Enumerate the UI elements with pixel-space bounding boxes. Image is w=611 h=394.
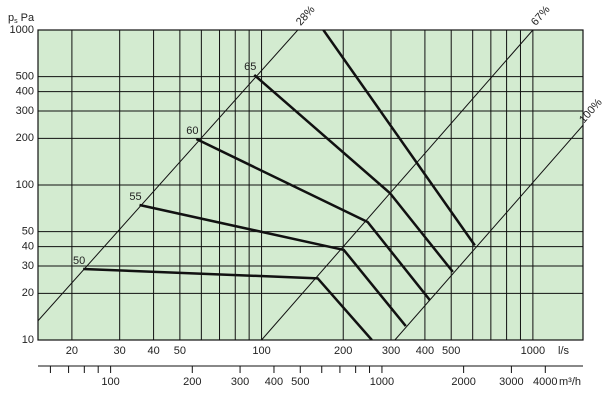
speed-curve bbox=[83, 267, 373, 340]
speed-curve bbox=[139, 203, 407, 327]
y-tick-label: 1000 bbox=[10, 24, 34, 36]
y-tick-label: 10 bbox=[22, 334, 34, 346]
x-tick-label: 40 bbox=[147, 345, 159, 357]
y-tick-label: 40 bbox=[22, 241, 34, 253]
system-line bbox=[38, 30, 299, 322]
x2-tick-label: 3000 bbox=[499, 376, 523, 388]
x-tick-label: 30 bbox=[114, 345, 126, 357]
x-tick-label: 20 bbox=[66, 345, 78, 357]
y-tick-label: 100 bbox=[16, 179, 34, 191]
x-tick-label: 50 bbox=[174, 345, 186, 357]
x-tick-label: 300 bbox=[382, 345, 400, 357]
system-line-label: 67% bbox=[529, 4, 553, 29]
x2-tick-label: 400 bbox=[265, 376, 283, 388]
x-tick-label: 400 bbox=[416, 345, 434, 357]
speed-curve bbox=[322, 30, 476, 247]
y-tick-label: 500 bbox=[16, 71, 34, 83]
x-axis-unit: l/s bbox=[558, 345, 570, 357]
curve-label: 50 bbox=[73, 255, 85, 267]
x2-tick-label: 2000 bbox=[451, 376, 475, 388]
x-tick-label: 200 bbox=[334, 345, 352, 357]
x-tick-label: 500 bbox=[442, 345, 460, 357]
x2-tick-label: 200 bbox=[183, 376, 201, 388]
x2-axis-unit: m³/h bbox=[559, 376, 581, 388]
y-tick-label: 200 bbox=[16, 132, 34, 144]
speed-curve bbox=[253, 73, 454, 273]
y-tick-label: 20 bbox=[22, 287, 34, 299]
curve-label: 65 bbox=[244, 61, 256, 73]
y-tick-label: 400 bbox=[16, 86, 34, 98]
x2-tick-label: 100 bbox=[101, 376, 119, 388]
plot-border bbox=[37, 29, 584, 341]
x2-tick-label: 1000 bbox=[370, 376, 394, 388]
system-line bbox=[261, 30, 534, 340]
y-tick-label: 30 bbox=[22, 260, 34, 272]
x-tick-label: 100 bbox=[252, 345, 270, 357]
x2-tick-label: 500 bbox=[291, 376, 309, 388]
x2-tick-label: 300 bbox=[231, 376, 249, 388]
y-tick-label: 50 bbox=[22, 226, 34, 238]
system-line-label: 28% bbox=[294, 4, 318, 29]
curve-label: 55 bbox=[129, 191, 141, 203]
y-axis-label: ps Pa bbox=[8, 12, 35, 25]
system-line bbox=[394, 124, 583, 340]
x-tick-label: 1000 bbox=[521, 345, 545, 357]
speed-curve bbox=[195, 137, 431, 301]
y-tick-label: 300 bbox=[16, 105, 34, 117]
x2-tick-label: 4000 bbox=[533, 376, 557, 388]
curve-label: 60 bbox=[186, 125, 198, 137]
